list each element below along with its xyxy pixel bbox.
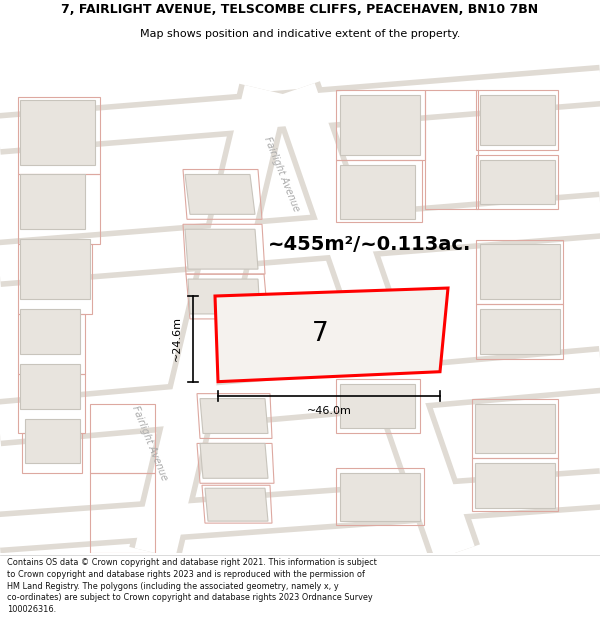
Polygon shape bbox=[480, 309, 560, 354]
Text: ~46.0m: ~46.0m bbox=[307, 406, 352, 416]
Polygon shape bbox=[185, 174, 255, 214]
Polygon shape bbox=[25, 419, 80, 463]
Polygon shape bbox=[480, 244, 560, 299]
Polygon shape bbox=[20, 174, 85, 229]
Polygon shape bbox=[475, 404, 555, 453]
Polygon shape bbox=[215, 288, 448, 382]
Polygon shape bbox=[480, 159, 555, 204]
Polygon shape bbox=[200, 399, 268, 434]
Polygon shape bbox=[205, 488, 268, 521]
Text: ~24.6m: ~24.6m bbox=[172, 316, 182, 361]
Text: Fairlight Avenue: Fairlight Avenue bbox=[262, 136, 302, 213]
Polygon shape bbox=[20, 364, 80, 409]
Polygon shape bbox=[340, 384, 415, 429]
Polygon shape bbox=[20, 239, 90, 299]
Polygon shape bbox=[480, 95, 555, 144]
Text: 7: 7 bbox=[312, 321, 329, 348]
Polygon shape bbox=[188, 279, 260, 314]
Polygon shape bbox=[475, 463, 555, 508]
Polygon shape bbox=[185, 229, 258, 269]
Polygon shape bbox=[20, 100, 95, 164]
Polygon shape bbox=[340, 473, 420, 521]
Polygon shape bbox=[340, 164, 415, 219]
Polygon shape bbox=[340, 95, 420, 154]
Text: Map shows position and indicative extent of the property.: Map shows position and indicative extent… bbox=[140, 29, 460, 39]
Text: Fairlight Avenue: Fairlight Avenue bbox=[130, 404, 170, 482]
Text: Contains OS data © Crown copyright and database right 2021. This information is : Contains OS data © Crown copyright and d… bbox=[7, 558, 377, 614]
Polygon shape bbox=[200, 443, 268, 478]
Text: 7, FAIRLIGHT AVENUE, TELSCOMBE CLIFFS, PEACEHAVEN, BN10 7BN: 7, FAIRLIGHT AVENUE, TELSCOMBE CLIFFS, P… bbox=[61, 3, 539, 16]
Text: ~455m²/~0.113ac.: ~455m²/~0.113ac. bbox=[268, 235, 472, 254]
Polygon shape bbox=[20, 309, 80, 354]
